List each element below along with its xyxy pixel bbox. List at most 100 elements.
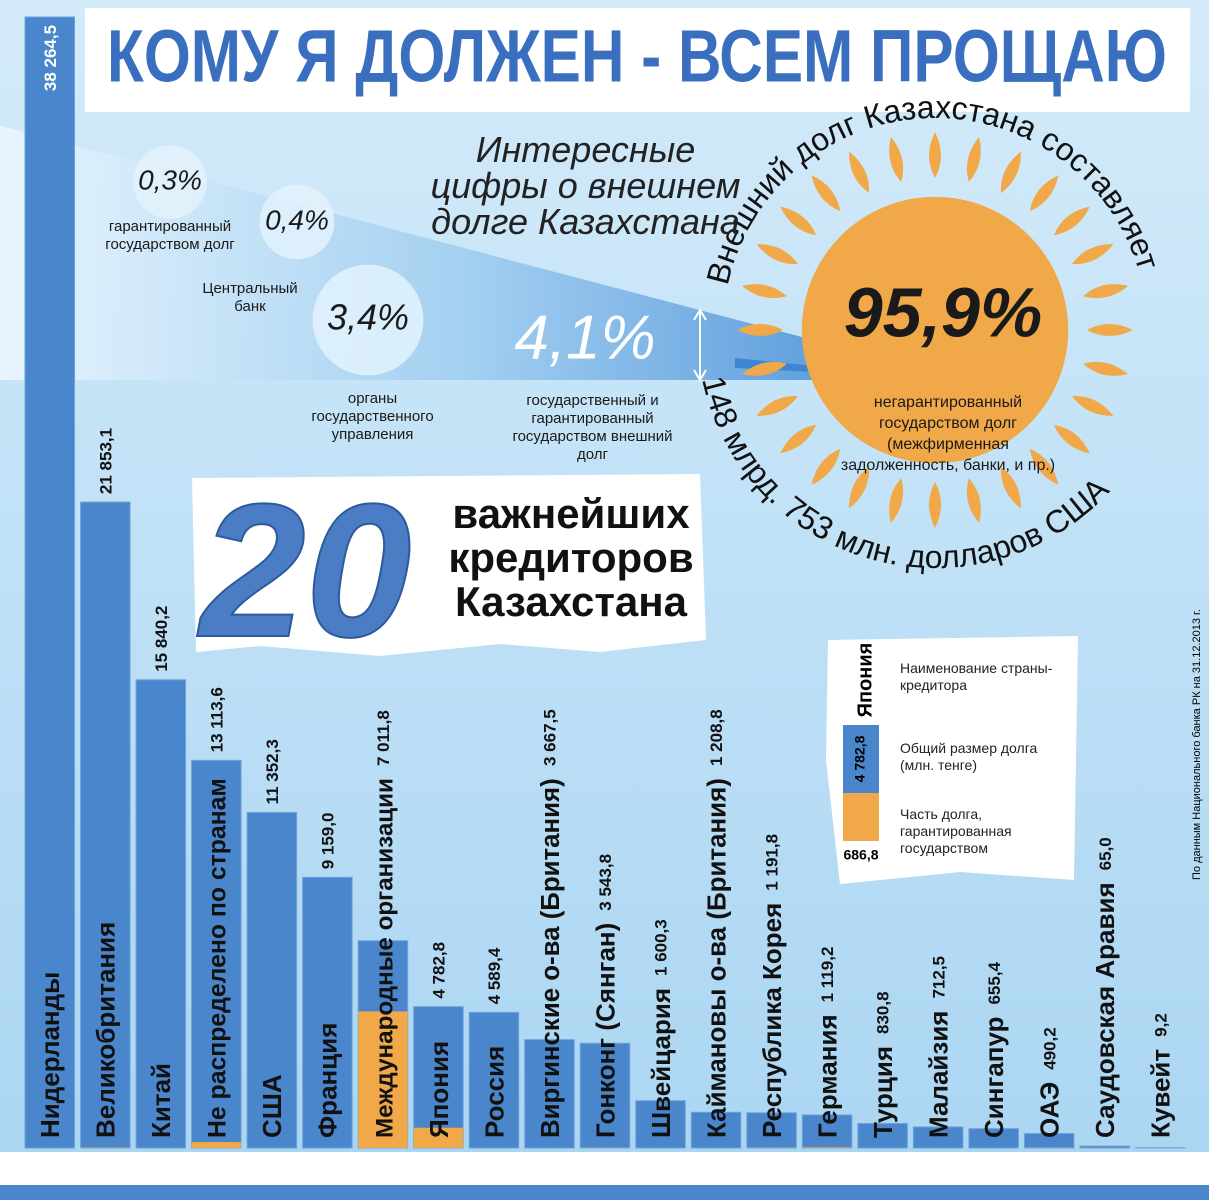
sun-ray [1000,151,1021,194]
legend-caption: Часть долга, гарантированная государство… [900,806,1012,856]
bar [413,1006,464,1149]
value-label: 4 589,4 [485,947,504,1004]
value-label: 38 264,5 [41,25,60,91]
value-label: 11 352,3 [263,739,282,804]
share-value: 4,1% [514,303,655,372]
sun-ray [811,175,841,212]
value-label: 1 119,2 [818,947,837,1003]
legend-total: 4 782,8 [852,735,868,782]
sun-ray [1083,284,1129,299]
value-label: 13 113,6 [207,687,226,752]
bar [857,1122,908,1149]
part-label: гарантированный государством долг [105,218,235,253]
value-label: 490,2 [1040,1027,1059,1070]
bar [1079,1145,1130,1149]
category-label: Россия [479,1046,509,1138]
legend-category: Япония [854,643,876,718]
category-label: Турция [868,1046,898,1138]
part-circle [312,264,424,376]
bar-guaranteed [802,1147,852,1148]
bar [968,1128,1019,1149]
share-title: Интересные цифры о внешнем долге Казахст… [430,129,741,242]
value-label: 9,2 [1151,1013,1170,1037]
category-label: Не распределено по странам [205,778,232,1138]
guarantee-strip [0,1152,1209,1185]
value-label: 4 782,8 [430,942,449,999]
share-sun [801,196,1069,464]
category-label: США [257,1074,287,1138]
value-label: 7 011,8 [374,710,393,766]
value-label: 65,0 [1096,837,1115,870]
sun-ray [780,424,817,454]
sun-ray [741,284,787,299]
bar [246,811,298,1149]
title-box-20 [192,474,706,656]
part-label: органы государственного управления [311,390,434,443]
value-label: 3 543,8 [596,854,615,911]
legend-guaranteed: 686,8 [843,847,878,863]
sun-ray [1071,395,1114,416]
sun-ray [780,206,817,236]
share-wedge [0,125,935,380]
arrow-head [693,369,707,382]
bar [80,501,131,1149]
bar [912,1126,964,1149]
category-label: Великобритания [91,922,121,1138]
source-note: По данным Национального банка РК на 31.1… [1191,609,1203,880]
category-label: Китай [146,1063,176,1138]
category-label: Нидерланды [35,972,65,1138]
bottom-band [0,1185,1209,1200]
bar-guaranteed [358,1011,408,1148]
value-label: 15 840,2 [152,606,171,672]
bar [191,759,242,1149]
part-value: 3,4% [327,297,409,338]
category-label: Республика Корея [757,903,787,1138]
title-number: 20 [197,465,411,677]
legend-box [826,636,1078,884]
page-title: КОМУ Я ДОЛЖЕН - ВСЕМ ПРОЩАЮ [107,15,1167,98]
bar-chart-title: важнейших кредиторов Казахстана [448,490,694,625]
sun-ray [1071,244,1114,265]
value-label: 1 208,8 [707,709,726,766]
part-circle [133,145,207,219]
sun-ray [849,151,870,194]
bar [24,16,76,1149]
category-label: Швейцария [646,988,676,1138]
category-label: Кувейт [1146,1049,1176,1138]
sun-ray [741,361,787,376]
value-label: 21 853,1 [96,428,115,494]
value-label: 3 667,5 [541,709,560,766]
legend-swatch [843,725,879,793]
sun-ray [929,482,941,528]
sun-ray [929,132,941,178]
sun-ray [811,448,841,485]
category-label: Виргинские о-ва (Британия) [537,778,565,1138]
sun-ray [849,466,870,509]
category-label: Международные организации [371,778,398,1138]
value-label: 655,4 [985,961,1004,1004]
sun-ray [1029,175,1059,212]
category-label: Саудовская Аравия [1090,882,1120,1138]
value-label: 830,8 [874,991,893,1034]
bar [524,1039,575,1149]
part-label: Центральный банк [202,280,298,315]
value-label: 1 600,3 [652,919,671,976]
arrow-head [693,308,707,321]
category-label: Япония [424,1041,454,1138]
category-label: Сингапур [979,1017,1009,1138]
category-label: Малайзия [924,1011,954,1138]
part-circle [259,184,335,260]
sun-ray [889,136,904,182]
value-label: 1 191,8 [763,834,782,891]
share-chart: 95,9%4,1%0,3%0,4%3,4%Внешний долг Казахс… [0,89,1167,575]
sun-ray [1087,324,1133,336]
bar-guaranteed [191,1142,242,1148]
bar [690,1111,742,1149]
category-label: Франция [313,1023,343,1138]
bar [302,876,353,1149]
bar [135,679,187,1149]
part-value: 0,3% [138,164,202,195]
sun-ray [889,478,904,524]
sun-ray [756,244,799,265]
